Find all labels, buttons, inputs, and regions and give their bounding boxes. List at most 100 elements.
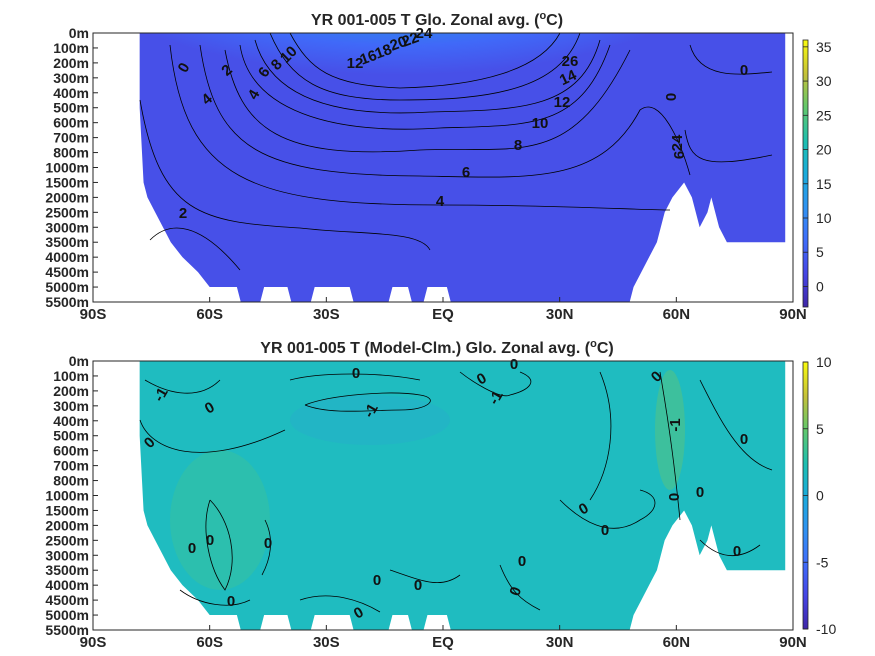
panel-1-colorbar: 0 5 10 15 20 25 30 35 <box>802 39 832 308</box>
y-tick-label: 1500m <box>45 174 89 190</box>
colorbar-tick-label: 0 <box>816 278 824 294</box>
contour-label: 24 <box>669 134 686 151</box>
x-tick-label: 90S <box>80 306 107 323</box>
colorbar-tick-label: 15 <box>816 176 832 192</box>
y-tick-label: 5000m <box>45 279 89 295</box>
y-tick-label: 500m <box>53 100 89 116</box>
panel-1-colorbar-scale <box>802 39 809 308</box>
x-tick-label: 90N <box>779 634 807 651</box>
panel-1-title: YR 001-005 T Glo. Zonal avg. (oC) <box>311 10 563 29</box>
y-tick-label: 400m <box>53 85 89 101</box>
panel-2-title: YR 001-005 T (Model-Clm.) Glo. Zonal avg… <box>260 338 613 357</box>
panel-1-y-axis: 0m100m200m300m400m500m600m700m800m1000m1… <box>45 25 98 310</box>
y-tick-label: 100m <box>53 368 89 384</box>
panel-1-x-axis: 90S 60S 30S EQ 30N 60N 90N <box>80 297 807 323</box>
y-tick-label: 800m <box>53 145 89 161</box>
panel-1-contours <box>139 33 773 271</box>
contour-label: 0 <box>663 93 680 101</box>
y-tick-label: 5000m <box>45 607 89 623</box>
colorbar-tick-label: 10 <box>816 354 832 370</box>
contour-label: 22 <box>400 29 421 51</box>
contour-label: 16 <box>358 47 379 69</box>
panel-2-field <box>139 361 786 630</box>
y-tick-label: 4500m <box>45 592 89 608</box>
colorbar-tick-label: 20 <box>816 142 832 158</box>
y-tick-label: 4000m <box>45 577 89 593</box>
panel-2-x-axis: 90S 60S 30S EQ 30N 60N 90N <box>80 625 807 651</box>
y-tick-label: 1500m <box>45 502 89 518</box>
contour-label: 4 <box>436 193 445 210</box>
y-tick-label: 2500m <box>45 204 89 220</box>
y-tick-label: 3500m <box>45 562 89 578</box>
contour-label: 2 <box>179 205 187 222</box>
x-tick-label: 90S <box>80 634 107 651</box>
x-tick-label: EQ <box>432 306 454 323</box>
contour-label: 0 <box>227 593 235 610</box>
y-tick-label: 700m <box>53 458 89 474</box>
colorbar-tick-label: 5 <box>816 244 824 260</box>
y-tick-label: 3500m <box>45 234 89 250</box>
panel-2-contours <box>139 371 773 613</box>
y-tick-label: 300m <box>53 70 89 86</box>
contour-label: 0 <box>733 543 741 560</box>
contour-label: 0 <box>206 532 214 549</box>
y-tick-label: 800m <box>53 473 89 489</box>
contour-label: 14 <box>557 66 580 89</box>
colorbar-tick-label: 10 <box>816 210 832 226</box>
y-tick-label: 0m <box>69 353 89 369</box>
contour-label: 0 <box>264 535 272 552</box>
colorbar-tick-label: 30 <box>816 73 832 89</box>
x-tick-label: 30S <box>313 634 340 651</box>
panel-2-frame <box>92 360 794 631</box>
contour-label: 12 <box>347 55 364 72</box>
x-tick-label: 30N <box>546 634 574 651</box>
y-tick-label: 300m <box>53 398 89 414</box>
panel-1-warm-surface <box>140 33 660 138</box>
contour-label: 0 <box>414 577 422 594</box>
y-tick-label: 200m <box>53 383 89 399</box>
contour-label: 8 <box>514 137 522 154</box>
contour-label: 20 <box>388 33 409 55</box>
contour-label: 0 <box>373 572 381 589</box>
panel-2-y-axis: 0m100m200m300m400m500m600m700m800m1000m1… <box>45 353 98 638</box>
contour-label: -1 <box>667 418 684 431</box>
contour-label: 12 <box>554 94 571 111</box>
y-tick-label: 500m <box>53 428 89 444</box>
y-tick-label: 400m <box>53 413 89 429</box>
x-tick-label: 60N <box>663 306 691 323</box>
y-tick-label: 600m <box>53 115 89 131</box>
contour-label: 26 <box>562 53 579 70</box>
x-tick-label: EQ <box>432 634 454 651</box>
y-tick-label: 0m <box>69 25 89 41</box>
anomaly-patch <box>290 395 450 445</box>
y-tick-label: 5500m <box>45 622 89 638</box>
panel-1-frame <box>92 32 794 303</box>
anomaly-patch <box>655 370 685 490</box>
contour-label: 0 <box>510 356 518 373</box>
contour-label: 0 <box>666 493 683 501</box>
x-tick-label: 30S <box>313 306 340 323</box>
colorbar-tick-label: 5 <box>816 421 824 437</box>
x-tick-label: 60S <box>196 306 223 323</box>
y-tick-label: 2500m <box>45 532 89 548</box>
contour-label: 6 <box>671 151 688 159</box>
y-tick-label: 4000m <box>45 249 89 265</box>
y-tick-label: 1000m <box>45 488 89 504</box>
y-tick-label: 2000m <box>45 517 89 533</box>
y-tick-label: 5500m <box>45 294 89 310</box>
anomaly-patch <box>170 450 270 590</box>
y-tick-label: 1000m <box>45 160 89 176</box>
x-tick-label: 90N <box>779 306 807 323</box>
y-tick-label: 4500m <box>45 264 89 280</box>
x-tick-label: 60S <box>196 634 223 651</box>
x-tick-label: 60N <box>663 634 691 651</box>
contour-label: 0 <box>188 540 196 557</box>
contour-label: 10 <box>532 115 549 132</box>
colorbar-tick-label: 35 <box>816 39 832 55</box>
colorbar-tick-label: -5 <box>816 554 829 570</box>
contour-label: 0 <box>352 365 360 382</box>
y-tick-label: 100m <box>53 40 89 56</box>
contour-label: 0 <box>740 62 748 79</box>
